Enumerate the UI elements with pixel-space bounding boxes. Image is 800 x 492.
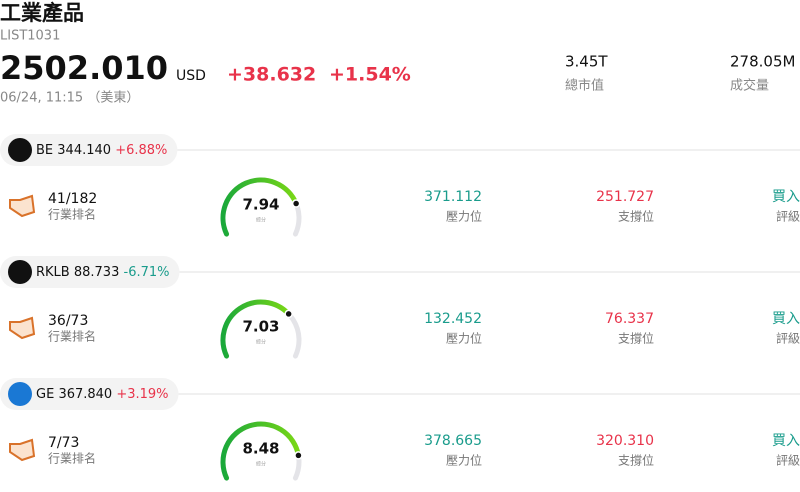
stock-logo [8, 382, 32, 406]
rating: 買入 [772, 433, 800, 449]
score: 7.94 [242, 196, 279, 214]
rank-label: 行業排名 [48, 329, 96, 344]
rank-icon [9, 316, 36, 340]
resistance-label: 壓力位 [446, 331, 482, 346]
resistance: 132.452 [424, 311, 482, 327]
code: LIST1031 [0, 29, 60, 44]
rating: 買入 [772, 189, 800, 205]
stat-label: 成交量 [730, 78, 769, 94]
rank-label: 行業排名 [48, 207, 96, 222]
score: 8.48 [242, 440, 279, 458]
title: 工業產品 [0, 1, 84, 25]
rank: 36/73 [48, 313, 88, 329]
rank: 41/182 [48, 191, 97, 207]
gauge-dot [284, 309, 293, 319]
currency: USD [176, 68, 206, 84]
support-label: 支撐位 [618, 209, 654, 224]
stat-label: 總市值 [565, 78, 604, 94]
ticker: GE [36, 387, 54, 402]
change: +38.632 [227, 64, 316, 86]
stock-price: 367.840 [58, 387, 112, 402]
time: 06/24, 11:15 （美東） [0, 90, 139, 106]
rating-label: 評級 [776, 453, 800, 468]
rank: 7/73 [48, 435, 79, 451]
resistance-label: 壓力位 [446, 453, 482, 468]
stock-line[interactable]: BE 344.140 +6.88% [36, 143, 167, 158]
gauge-fill [220, 177, 299, 237]
stock-price: 88.733 [74, 265, 120, 280]
resistance-label: 壓力位 [446, 209, 482, 224]
stock-pill[interactable] [0, 256, 180, 288]
stock-price: 344.140 [57, 143, 111, 158]
stock-change: +6.88% [115, 143, 167, 158]
rating-label: 評級 [776, 331, 800, 346]
rank-icon [9, 194, 36, 218]
stock-line[interactable]: RKLB 88.733 -6.71% [36, 265, 170, 280]
stock-change: -6.71% [124, 265, 170, 280]
score: 7.03 [242, 318, 279, 336]
rank-label: 行業排名 [48, 451, 96, 466]
stock-logo [8, 260, 32, 284]
score-label: 綜分 [256, 461, 266, 468]
stock-line[interactable]: GE 367.840 +3.19% [36, 387, 169, 402]
stock-change: +3.19% [116, 387, 168, 402]
ticker: RKLB [36, 265, 70, 280]
stat-value: 278.05M [730, 53, 795, 71]
rating-label: 評級 [776, 209, 800, 224]
support-label: 支撐位 [618, 331, 654, 346]
score-label: 綜分 [256, 339, 266, 346]
support-label: 支撐位 [618, 453, 654, 468]
gauge-fill [220, 299, 292, 359]
gauge-dot [294, 451, 303, 460]
stock-pill[interactable] [0, 378, 179, 410]
rank-icon [9, 438, 36, 462]
score-label: 綜分 [256, 217, 266, 224]
resistance: 371.112 [424, 189, 482, 205]
stock-pill[interactable] [0, 134, 178, 166]
stock-logo [8, 138, 32, 162]
gauge-dot [291, 199, 301, 208]
resistance: 378.665 [424, 433, 482, 449]
gauge-fill [220, 421, 301, 481]
price: 2502.010 [0, 49, 168, 87]
support: 320.310 [596, 433, 654, 449]
support: 76.337 [605, 311, 654, 327]
rating: 買入 [772, 311, 800, 327]
change-pct: +1.54% [329, 64, 411, 86]
ticker: BE [36, 143, 53, 158]
support: 251.727 [596, 189, 654, 205]
stat-value: 3.45T [565, 53, 608, 71]
